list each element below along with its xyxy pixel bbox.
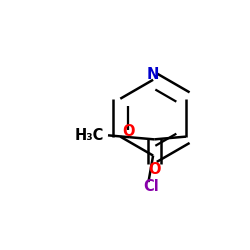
Text: O: O	[148, 162, 160, 177]
Text: N: N	[147, 67, 159, 82]
Text: O: O	[122, 124, 135, 139]
Text: Cl: Cl	[144, 179, 159, 194]
Text: H₃C: H₃C	[75, 128, 104, 143]
